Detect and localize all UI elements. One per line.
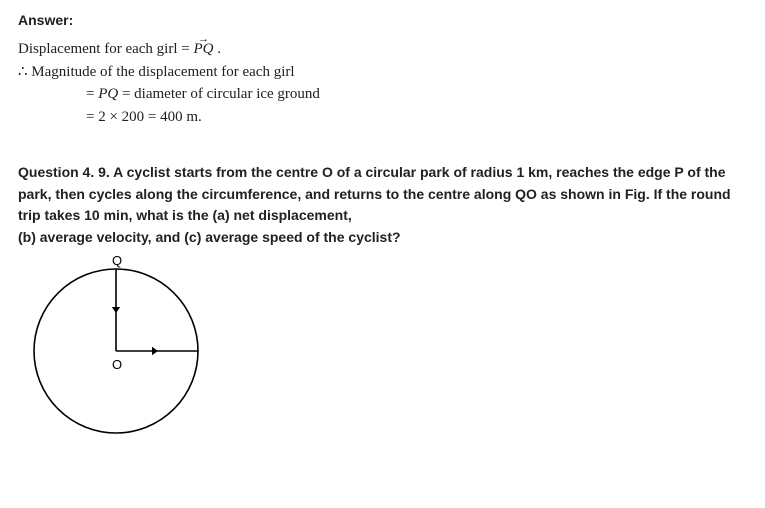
answer-line-4: = 2 × 200 = 400 m. (86, 106, 747, 129)
text: Displacement for each girl = (18, 41, 193, 57)
svg-text:Q: Q (112, 253, 122, 268)
question-heading: Question 4. 9. A cyclist starts from the… (18, 162, 747, 227)
answer-line-3: = PQ = diameter of circular ice ground (86, 83, 747, 106)
answer-line-2: ∴ Magnitude of the displacement for each… (18, 61, 747, 84)
diagram-svg: OQ (24, 253, 228, 441)
question-part-bc: (b) average velocity, and (c) average sp… (18, 227, 747, 249)
answer-label: Answer: (18, 12, 747, 28)
text: = diameter of circular ice ground (118, 86, 320, 102)
pq-italic: PQ (98, 86, 118, 102)
answer-line-1: Displacement for each girl = →PQ . (18, 38, 747, 61)
circle-diagram: OQ (24, 253, 747, 446)
vector-arrow-icon: → (193, 37, 213, 41)
vector-pq: →PQ (193, 41, 213, 57)
text: . (213, 41, 221, 57)
svg-text:O: O (112, 357, 122, 372)
text: = (86, 86, 98, 102)
